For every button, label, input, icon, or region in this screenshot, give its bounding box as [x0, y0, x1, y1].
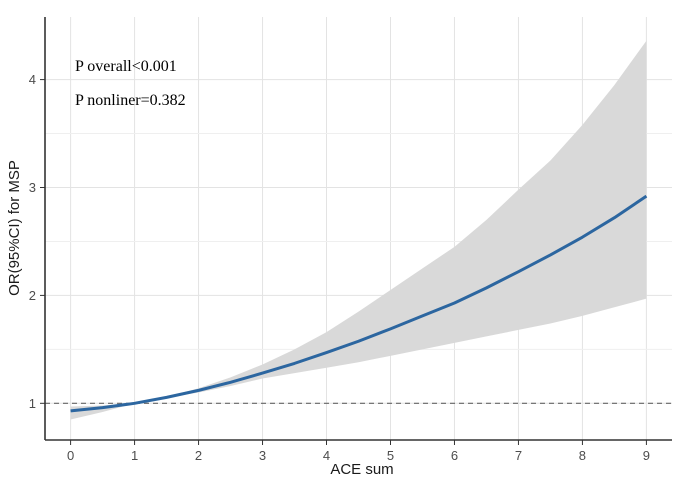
x-tick-label: 9	[643, 448, 650, 463]
x-tick-label: 6	[451, 448, 458, 463]
y-axis-title: OR(95%CI) for MSP	[6, 160, 23, 296]
x-tick-label: 5	[387, 448, 394, 463]
x-tick-label: 1	[131, 448, 138, 463]
y-tick-label: 3	[29, 180, 36, 195]
confidence-band	[70, 40, 647, 420]
tick-labels: 0 1 2 3 4 5 6 7 8 9 1 2 3 4	[29, 72, 650, 463]
x-axis-title: ACE sum	[330, 461, 393, 478]
annotation-p-overall: P overall<0.001	[75, 58, 177, 75]
annotation-p-nonlinear: P nonliner=0.382	[75, 92, 186, 109]
x-tick-label: 8	[579, 448, 586, 463]
x-tick-label: 2	[195, 448, 202, 463]
axes	[44, 17, 672, 441]
or-line	[70, 194, 648, 413]
x-tick-label: 3	[259, 448, 266, 463]
x-tick-label: 7	[515, 448, 522, 463]
y-tick-label: 2	[29, 288, 36, 303]
x-tick-label: 4	[323, 448, 330, 463]
y-tick-label: 1	[29, 396, 36, 411]
x-tick-label: 0	[67, 448, 74, 463]
y-tick-label: 4	[29, 72, 36, 87]
